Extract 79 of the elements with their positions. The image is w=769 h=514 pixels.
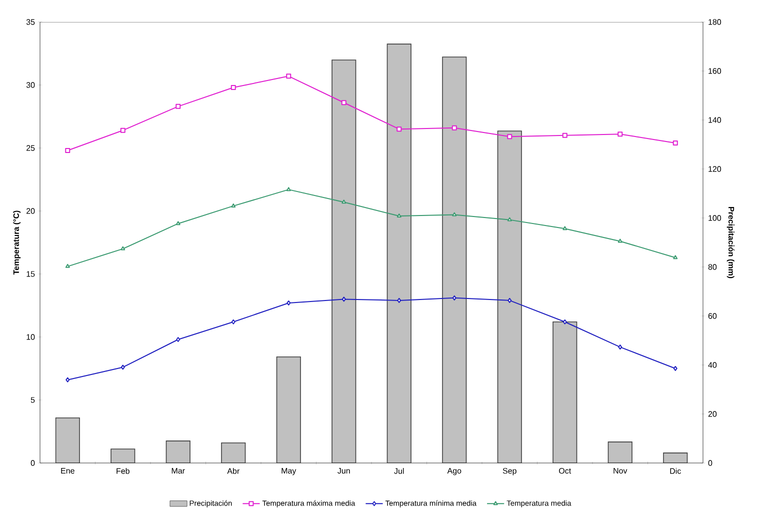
point (507, 134, 512, 140)
bar (608, 442, 632, 463)
y-tick-label: 35 (26, 19, 35, 25)
x-tick-label: Jun (338, 468, 350, 474)
y2-tick-label: 180 (708, 19, 722, 25)
bar (55, 418, 80, 463)
point (176, 337, 180, 342)
point (342, 200, 346, 204)
bar (497, 130, 522, 463)
point (452, 125, 457, 130)
point (562, 226, 568, 230)
point (286, 300, 291, 306)
point (176, 104, 181, 109)
point (120, 246, 126, 250)
x-tick-label: Oct (559, 468, 572, 474)
bar (166, 440, 190, 463)
bar (386, 44, 412, 463)
point (562, 319, 567, 324)
point (508, 298, 512, 303)
x-tick-label: Abr (227, 468, 240, 474)
point (120, 364, 125, 370)
point (286, 187, 291, 192)
bar (442, 56, 467, 463)
x-tick-label: Ago (447, 468, 462, 476)
point (562, 132, 568, 138)
y2-axis-title: Precipitación (mm) (726, 207, 734, 278)
y-tick-label: 15 (26, 271, 35, 277)
y-tick-label: 0 (30, 460, 35, 466)
y2-tick-label: 40 (708, 362, 717, 368)
point (452, 212, 457, 216)
y2-tick-label: 0 (708, 460, 712, 466)
point (618, 344, 622, 350)
point (341, 100, 346, 106)
x-tick-label: Mar (172, 468, 185, 474)
point (65, 148, 70, 154)
point (673, 366, 678, 371)
point (672, 140, 678, 146)
y-tick-label: 10 (26, 334, 35, 340)
point (342, 296, 346, 302)
y2-tick-label: 20 (708, 411, 717, 417)
point (618, 132, 623, 137)
x-tick-label: Jul (394, 468, 404, 474)
point (396, 214, 402, 218)
x-tick-label: May (282, 468, 296, 476)
point (65, 264, 70, 268)
bar (111, 449, 135, 463)
y2-tick-label: 120 (708, 166, 722, 172)
y-tick-label: 25 (26, 145, 35, 151)
point (286, 74, 292, 79)
bar (332, 60, 356, 463)
point (231, 203, 236, 208)
point (66, 377, 70, 382)
y-axis-title: Temperatura (°C) (13, 210, 21, 275)
x-tick-label: Feb (116, 468, 130, 474)
y2-tick-label: 160 (708, 68, 722, 74)
y2-tick-label: 60 (708, 313, 717, 319)
x-tick-label: Sep (502, 468, 516, 476)
point (231, 319, 236, 324)
y-tick-label: 20 (26, 208, 35, 214)
x-tick-label: Ene (61, 468, 74, 474)
point (507, 217, 512, 222)
y2-tick-label: 140 (708, 117, 722, 123)
y-tick-label: 5 (30, 397, 35, 403)
bar (276, 356, 301, 463)
x-tick-label: Nov (614, 468, 628, 474)
point (176, 221, 180, 226)
point (397, 298, 402, 303)
point (673, 255, 678, 260)
point (618, 238, 622, 243)
point (396, 126, 402, 132)
point (452, 295, 456, 300)
y2-tick-label: 100 (708, 215, 722, 221)
y2-tick-label: 80 (708, 264, 717, 270)
x-tick-label: Dic (670, 468, 681, 474)
y-tick-label: 30 (26, 82, 35, 88)
bar (552, 321, 578, 463)
point (230, 85, 236, 90)
bar (221, 442, 246, 463)
point (120, 128, 126, 133)
